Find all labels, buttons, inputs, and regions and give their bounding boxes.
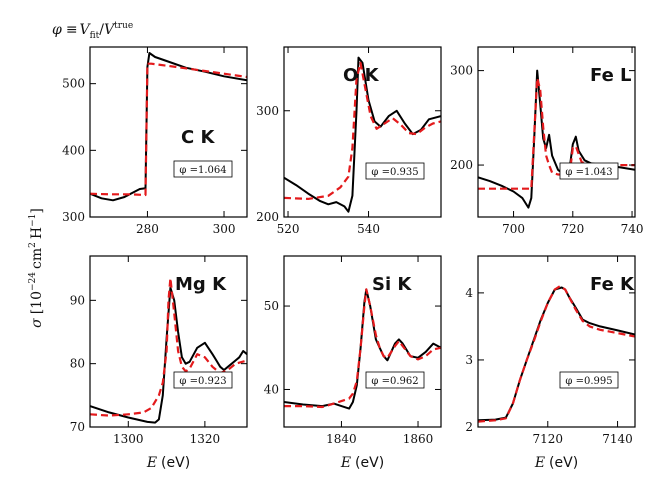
x-tick-label: 300 xyxy=(213,222,236,236)
phi-box xyxy=(365,371,425,389)
panel-title: C K xyxy=(181,127,215,148)
phi-label: φ =0.962 xyxy=(371,376,418,387)
x-tick-label: 740 xyxy=(621,222,644,236)
y-tick-label: 300 xyxy=(62,210,85,224)
y-tick-label: 3 xyxy=(465,353,473,367)
series-measured xyxy=(284,56,441,213)
x-axis-label: E (eV) xyxy=(534,455,578,471)
panel-c-k: 280 300 300 400 500 C K φ =1.064 xyxy=(62,46,248,236)
y-tick-label: 500 xyxy=(62,77,85,91)
plot-frame xyxy=(283,46,442,218)
phi-box xyxy=(559,162,619,180)
series-measured xyxy=(90,286,247,424)
y-tick-label: 90 xyxy=(70,293,85,307)
series-fit xyxy=(478,285,635,423)
y-tick-label: 50 xyxy=(264,299,279,313)
panel-fe-l: 700 720 740 200 300 Fe L φ =1.043 xyxy=(450,46,644,236)
y-tick-label: 300 xyxy=(256,104,279,118)
y-tick-label: 4 xyxy=(465,286,473,300)
x-tick-label: 520 xyxy=(277,222,300,236)
y-tick-label: 300 xyxy=(450,64,473,78)
x-axis-label: E (eV) xyxy=(146,455,190,471)
phi-label: φ =0.935 xyxy=(371,167,418,178)
series-fit xyxy=(284,288,441,409)
plot-frame xyxy=(89,255,248,428)
panel-title: Si K xyxy=(372,274,412,295)
x-tick-label: 1320 xyxy=(190,432,221,446)
series-measured xyxy=(478,69,635,209)
panel-si-k: 1840 1860 40 50 Si K φ =0.962 E (eV) xyxy=(264,255,442,471)
series-fit xyxy=(284,61,441,200)
y-tick-label: 200 xyxy=(450,158,473,172)
x-tick-label: 1300 xyxy=(113,432,144,446)
panel-title: Fe L xyxy=(590,65,632,86)
series-measured xyxy=(478,286,635,422)
panel-title: Fe K xyxy=(590,274,635,295)
panel-title: O K xyxy=(343,65,380,86)
series-fit xyxy=(478,77,635,190)
phi-label: φ =0.923 xyxy=(179,376,226,387)
y-tick-label: 400 xyxy=(62,143,85,157)
x-tick-label: 7120 xyxy=(533,432,564,446)
x-tick-label: 1860 xyxy=(403,432,434,446)
series-measured xyxy=(90,52,247,202)
panel-o-k: 520 540 200 300 O K φ =0.935 xyxy=(256,46,442,236)
y-tick-label: 200 xyxy=(256,210,279,224)
plot-frame xyxy=(283,255,442,428)
y-tick-label: 80 xyxy=(70,357,85,371)
phi-box xyxy=(365,162,425,180)
x-tick-label: 700 xyxy=(502,222,525,236)
y-tick-label: 2 xyxy=(465,420,473,434)
y-tick-label: 40 xyxy=(264,382,279,396)
x-tick-label: 720 xyxy=(561,222,584,236)
plot-frame xyxy=(477,255,636,428)
plot-frame xyxy=(477,46,636,218)
phi-box xyxy=(173,371,233,389)
series-fit xyxy=(90,62,247,197)
series-measured xyxy=(284,288,441,410)
x-tick-label: 1840 xyxy=(326,432,357,446)
phi-label: φ =0.995 xyxy=(565,376,612,387)
panel-fe-k: 7120 7140 2 3 4 Fe K φ =0.995 E (eV) xyxy=(465,255,636,471)
phi-label: φ =1.043 xyxy=(565,167,612,178)
plot-frame xyxy=(89,46,248,218)
phi-box xyxy=(559,371,619,389)
x-axis-label: E (eV) xyxy=(340,455,384,471)
x-tick-label: 280 xyxy=(136,222,159,236)
phi-box xyxy=(173,160,233,178)
panel-title: Mg K xyxy=(175,274,227,295)
phi-label: φ =1.064 xyxy=(179,165,226,176)
x-tick-label: 7140 xyxy=(602,432,633,446)
x-tick-label: 540 xyxy=(357,222,380,236)
y-axis-label: σ[10−24cm2H−1] xyxy=(28,208,45,328)
series-fit xyxy=(90,277,247,417)
y-tick-label: 70 xyxy=(70,420,85,434)
panel-mg-k: 1300 1320 70 80 90 Mg K φ =0.923 E (eV) xyxy=(70,255,248,471)
header-formula: φ ≡ Vfit/Vtrue xyxy=(52,21,133,41)
